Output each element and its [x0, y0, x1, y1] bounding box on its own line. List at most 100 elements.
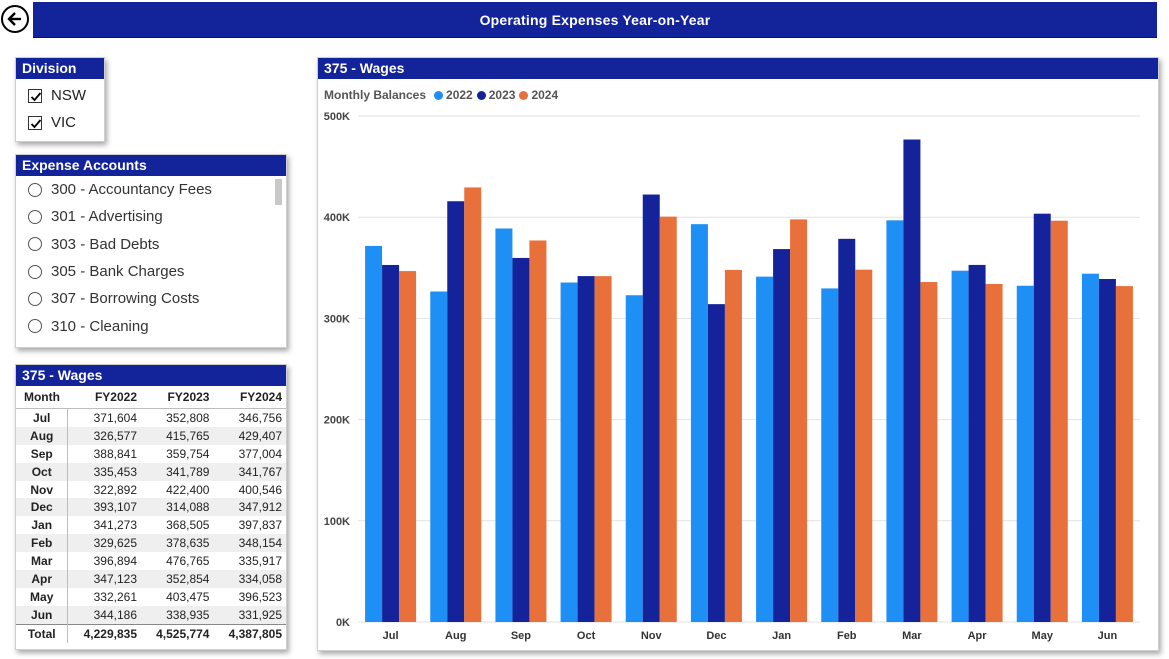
- value-cell: 335,917: [238, 554, 282, 569]
- value-cell: 393,107: [67, 498, 141, 517]
- value-cell: 429,407: [213, 426, 286, 445]
- month-cell: Nov: [16, 480, 69, 499]
- bar-2022-may[interactable]: [1016, 285, 1034, 622]
- value-cell: 329,625: [67, 534, 141, 553]
- page-title: Operating Expenses Year-on-Year: [479, 11, 711, 28]
- bar-2022-oct[interactable]: [560, 282, 578, 622]
- month-cell: Sep: [16, 444, 69, 463]
- bar-2024-mar[interactable]: [920, 282, 938, 622]
- value-cell: 397,837: [238, 518, 282, 533]
- legend-item-2023[interactable]: 2023: [476, 88, 516, 102]
- bar-2024-aug[interactable]: [464, 187, 482, 622]
- bar-2023-nov[interactable]: [642, 194, 660, 622]
- scrollbar-thumb[interactable]: [275, 179, 282, 205]
- bar-2023-may[interactable]: [1033, 213, 1051, 623]
- table-row: Aug 326,577 415,765 429,407: [16, 426, 286, 445]
- bar-2022-dec[interactable]: [690, 224, 708, 622]
- wages-chart-panel: 375 - Wages Monthly Balances 2022 2023 2…: [317, 57, 1159, 651]
- bar-2022-sep[interactable]: [495, 228, 513, 622]
- expense-account-item[interactable]: 301 - Advertising: [16, 203, 286, 230]
- bar-2022-jan[interactable]: [756, 276, 774, 622]
- bar-2022-mar[interactable]: [886, 220, 904, 623]
- wages-table-panel: 375 - Wages Month FY2022 FY2023 FY2024 J…: [15, 364, 287, 650]
- legend-label: 2023: [488, 88, 516, 102]
- table-row: May 332,261 403,475 396,523: [16, 587, 286, 606]
- bar-2024-jul[interactable]: [399, 271, 417, 622]
- value-cell: 422,400: [166, 482, 210, 497]
- bar-2023-dec[interactable]: [707, 304, 725, 622]
- legend-item-2022[interactable]: 2022: [434, 88, 473, 102]
- radio-icon[interactable]: [28, 209, 42, 224]
- bar-2024-feb[interactable]: [855, 269, 873, 622]
- bar-2023-mar[interactable]: [903, 139, 921, 622]
- bar-2022-apr[interactable]: [951, 270, 969, 622]
- expense-account-item[interactable]: 307 - Borrowing Costs: [16, 285, 286, 312]
- total-label: Total: [16, 623, 69, 643]
- x-tick-label: Dec: [706, 630, 726, 642]
- scrollbar[interactable]: [275, 179, 282, 339]
- value-cell: 341,789: [141, 462, 214, 481]
- value-cell: 334,058: [213, 570, 286, 588]
- value-cell: 400,546: [238, 482, 282, 497]
- bar-2024-jun[interactable]: [1115, 286, 1133, 622]
- radio-icon[interactable]: [28, 319, 42, 334]
- radio-icon[interactable]: [28, 264, 42, 279]
- table-row: Oct 335,453 341,789 341,767: [16, 462, 286, 481]
- table-row: Nov 322,892 422,400 400,546: [16, 480, 286, 499]
- legend-item-2024[interactable]: 2024: [519, 88, 558, 102]
- division-label: VIC: [51, 114, 77, 131]
- bar-2022-feb[interactable]: [821, 288, 839, 622]
- y-tick-label: 300K: [324, 313, 350, 325]
- table-header-row: Month FY2022 FY2023 FY2024: [16, 386, 286, 409]
- bar-2022-jun[interactable]: [1081, 273, 1099, 622]
- y-tick-label: 0K: [336, 617, 350, 629]
- expense-account-item[interactable]: 305 - Bank Charges: [16, 258, 286, 285]
- bar-2023-apr[interactable]: [968, 264, 986, 622]
- expense-account-item[interactable]: 303 - Bad Debts: [16, 231, 286, 258]
- division-item-nsw[interactable]: NSW: [16, 82, 104, 109]
- bar-2023-jan[interactable]: [773, 249, 791, 622]
- bar-2024-dec[interactable]: [724, 269, 742, 622]
- month-cell: Dec: [16, 498, 69, 517]
- bar-2023-jul[interactable]: [382, 264, 400, 622]
- y-tick-label: 100K: [324, 516, 350, 528]
- checkbox-checked-icon[interactable]: [28, 115, 42, 130]
- bar-2022-jul[interactable]: [365, 245, 383, 622]
- expense-account-item[interactable]: 300 - Accountancy Fees: [16, 176, 286, 203]
- value-cell: 332,261: [93, 589, 137, 604]
- bar-2023-feb[interactable]: [838, 238, 856, 622]
- radio-icon[interactable]: [28, 291, 42, 306]
- bar-2024-apr[interactable]: [985, 283, 1003, 622]
- back-button[interactable]: [1, 5, 29, 33]
- bar-2024-nov[interactable]: [659, 216, 677, 622]
- wages-table: Month FY2022 FY2023 FY2024 Jul 371,604 352…: [16, 386, 286, 643]
- bar-2022-nov[interactable]: [625, 295, 643, 622]
- legend-dot-icon: [519, 90, 529, 100]
- value-cell: 371,604: [93, 410, 137, 425]
- month-cell: May: [16, 587, 69, 606]
- bar-2024-jan[interactable]: [790, 219, 808, 622]
- bar-2023-jun[interactable]: [1098, 278, 1116, 622]
- division-item-vic[interactable]: VIC: [16, 109, 104, 136]
- checkbox-checked-icon[interactable]: [28, 88, 42, 103]
- expense-accounts-list[interactable]: 300 - Accountancy Fees 301 - Advertising…: [16, 176, 286, 341]
- bar-2024-may[interactable]: [1050, 220, 1068, 622]
- expense-account-item[interactable]: 310 - Cleaning: [16, 312, 286, 339]
- bar-2023-sep[interactable]: [512, 257, 530, 622]
- value-cell: 403,475: [166, 589, 210, 604]
- legend-dot-icon: [476, 90, 486, 100]
- table-row: Sep 388,841 359,754 377,004: [16, 444, 286, 463]
- month-cell: Jul: [16, 408, 69, 427]
- bar-2023-oct[interactable]: [577, 276, 595, 622]
- bar-2024-sep[interactable]: [529, 240, 547, 622]
- expense-accounts-title: Expense Accounts: [16, 155, 286, 176]
- bar-2024-oct[interactable]: [594, 276, 612, 622]
- expense-account-label: 303 - Bad Debts: [51, 235, 160, 253]
- bar-2023-aug[interactable]: [447, 201, 465, 622]
- wages-bar-chart[interactable]: 0K 100K 200K 300K 400K 500K Jul Aug Sep Oct Nov Dec…: [318, 80, 1156, 648]
- radio-icon[interactable]: [28, 182, 42, 197]
- x-tick-label: Jun: [1098, 630, 1118, 642]
- table-total-row: Total 4,229,835 4,525,774 4,387,805: [16, 623, 286, 643]
- bar-2022-aug[interactable]: [430, 291, 448, 622]
- radio-icon[interactable]: [28, 237, 42, 252]
